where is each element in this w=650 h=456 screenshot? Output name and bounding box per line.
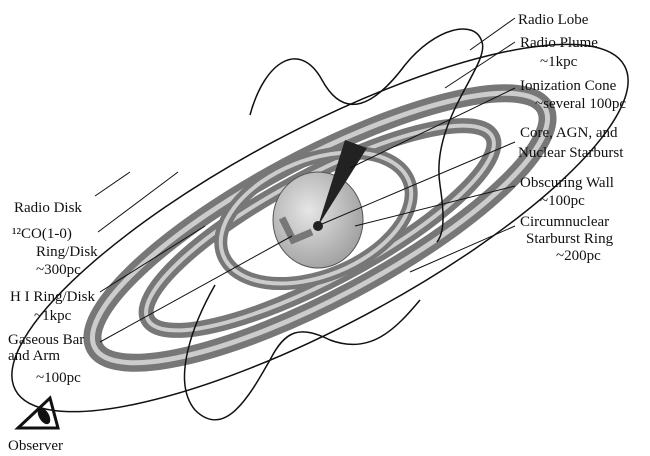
label: ~1kpc xyxy=(540,54,578,70)
label: H I Ring/Disk xyxy=(10,289,96,305)
label: ¹²CO(1-0) xyxy=(12,226,72,242)
label: ~100pc xyxy=(540,193,585,209)
label: Gaseous Bar xyxy=(8,332,84,348)
label: Nuclear Starburst xyxy=(518,145,624,161)
label: ~1kpc xyxy=(34,308,72,324)
label: Ring/Disk xyxy=(36,244,98,260)
label: Obscuring Wall xyxy=(520,175,614,191)
label: Radio Plume xyxy=(520,35,598,51)
label: and Arm xyxy=(8,348,60,364)
label: ~several 100pc xyxy=(535,96,626,112)
diagram: Radio Lobe Radio Plume ~1kpc Ionization … xyxy=(0,0,650,456)
label: ~300pc xyxy=(36,262,81,278)
label: Observer xyxy=(8,438,63,454)
label: ~200pc xyxy=(556,248,601,264)
label: ~100pc xyxy=(36,370,81,386)
leader xyxy=(98,172,178,232)
label: Ionization Cone xyxy=(520,78,617,94)
label: Core, AGN, and xyxy=(520,125,618,141)
label: Radio Disk xyxy=(14,200,82,216)
leader xyxy=(95,172,130,196)
label: Radio Lobe xyxy=(518,12,589,28)
label: Circumnuclear xyxy=(520,214,609,230)
agn xyxy=(313,221,323,231)
label: Starburst Ring xyxy=(526,231,614,247)
